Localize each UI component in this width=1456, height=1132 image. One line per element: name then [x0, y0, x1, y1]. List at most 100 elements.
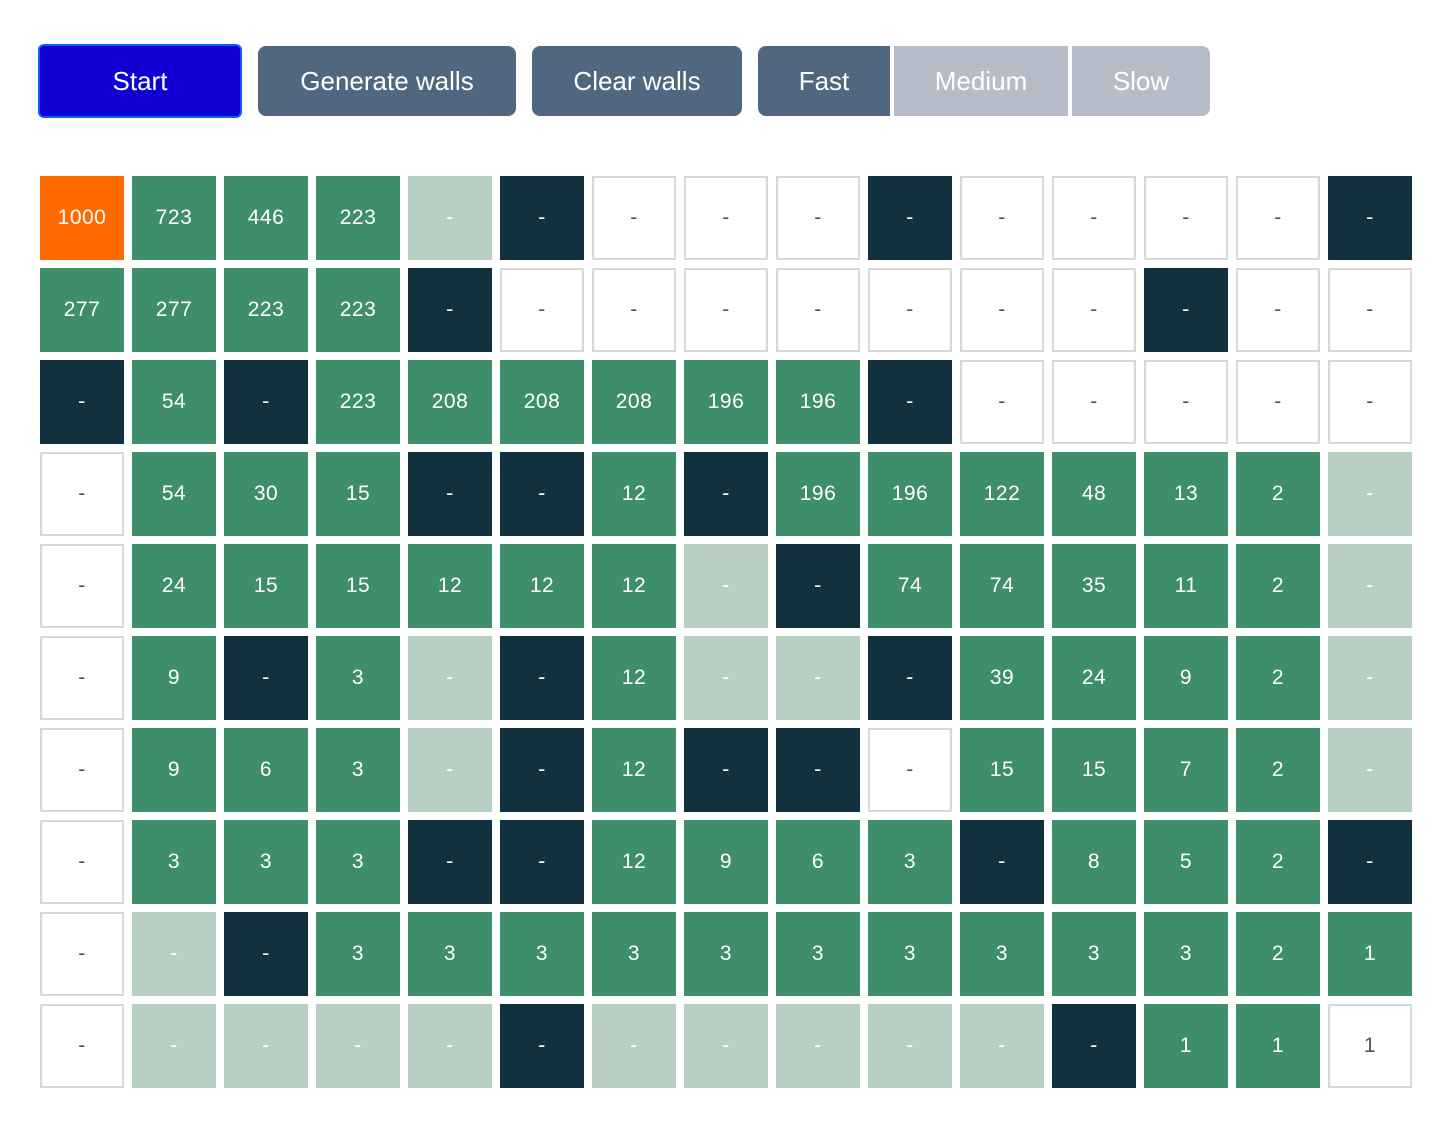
- speed-fast-button[interactable]: Fast: [758, 46, 890, 116]
- grid-cell-path[interactable]: 223: [316, 176, 400, 260]
- grid-cell-wall[interactable]: -: [1328, 176, 1412, 260]
- grid-cell-wall[interactable]: -: [1144, 268, 1228, 352]
- grid-cell-path[interactable]: 12: [592, 544, 676, 628]
- grid-cell-path[interactable]: 3: [316, 636, 400, 720]
- grid-cell-path[interactable]: 9: [684, 820, 768, 904]
- grid-cell-path[interactable]: 3: [408, 912, 492, 996]
- grid-cell-wall[interactable]: -: [224, 360, 308, 444]
- grid-cell-wall[interactable]: -: [500, 636, 584, 720]
- grid-cell-path[interactable]: 15: [224, 544, 308, 628]
- grid-cell-path[interactable]: 1: [1328, 912, 1412, 996]
- grid-cell-visited[interactable]: -: [684, 636, 768, 720]
- grid-cell-empty[interactable]: -: [592, 268, 676, 352]
- grid-cell-path[interactable]: 11: [1144, 544, 1228, 628]
- grid-cell-empty[interactable]: -: [1236, 176, 1320, 260]
- grid-cell-wall[interactable]: -: [960, 820, 1044, 904]
- grid-cell-wall[interactable]: -: [1052, 1004, 1136, 1088]
- grid-cell-path[interactable]: 3: [1144, 912, 1228, 996]
- grid-cell-path[interactable]: 15: [316, 544, 400, 628]
- grid-cell-visited[interactable]: -: [1328, 544, 1412, 628]
- grid-cell-wall[interactable]: -: [776, 544, 860, 628]
- grid-cell-empty[interactable]: -: [40, 452, 124, 536]
- grid-cell-empty[interactable]: -: [1236, 268, 1320, 352]
- grid-cell-path[interactable]: 3: [316, 820, 400, 904]
- grid-cell-path[interactable]: 277: [132, 268, 216, 352]
- grid-cell-visited[interactable]: -: [408, 728, 492, 812]
- grid-cell-empty[interactable]: -: [592, 176, 676, 260]
- grid-cell-wall[interactable]: -: [868, 360, 952, 444]
- grid-cell-path[interactable]: 2: [1236, 820, 1320, 904]
- grid-cell-visited[interactable]: -: [1328, 452, 1412, 536]
- grid-cell-path[interactable]: 2: [1236, 912, 1320, 996]
- grid-cell-wall[interactable]: -: [408, 452, 492, 536]
- grid-cell-path[interactable]: 196: [776, 360, 860, 444]
- start-button[interactable]: Start: [38, 44, 242, 118]
- grid-cell-path[interactable]: 12: [500, 544, 584, 628]
- grid-cell-path[interactable]: 3: [500, 912, 584, 996]
- grid-cell-path[interactable]: 12: [592, 820, 676, 904]
- grid-cell-path[interactable]: 35: [1052, 544, 1136, 628]
- grid-cell-empty[interactable]: -: [40, 544, 124, 628]
- grid-cell-visited[interactable]: -: [1328, 728, 1412, 812]
- grid-cell-path[interactable]: 446: [224, 176, 308, 260]
- grid-cell-wall[interactable]: -: [684, 728, 768, 812]
- grid-cell-path[interactable]: 208: [500, 360, 584, 444]
- grid-cell-path[interactable]: 3: [316, 912, 400, 996]
- grid-cell-empty[interactable]: -: [960, 176, 1044, 260]
- grid-cell-empty[interactable]: -: [1144, 176, 1228, 260]
- grid-cell-path[interactable]: 5: [1144, 820, 1228, 904]
- grid-cell-empty[interactable]: -: [684, 176, 768, 260]
- grid-cell-path[interactable]: 9: [132, 728, 216, 812]
- clear-walls-button[interactable]: Clear walls: [532, 46, 742, 116]
- grid-cell-visited[interactable]: -: [132, 1004, 216, 1088]
- grid-cell-path[interactable]: 3: [316, 728, 400, 812]
- grid-cell-empty[interactable]: -: [1052, 268, 1136, 352]
- grid-cell-path[interactable]: 3: [1052, 912, 1136, 996]
- grid-cell-path[interactable]: 277: [40, 268, 124, 352]
- grid-cell-path[interactable]: 74: [868, 544, 952, 628]
- grid-cell-path[interactable]: 6: [776, 820, 860, 904]
- grid-cell-visited[interactable]: -: [592, 1004, 676, 1088]
- grid-cell-path[interactable]: 3: [684, 912, 768, 996]
- grid-cell-path[interactable]: 196: [776, 452, 860, 536]
- grid-cell-path[interactable]: 48: [1052, 452, 1136, 536]
- grid-cell-empty[interactable]: -: [1236, 360, 1320, 444]
- grid-cell-path[interactable]: 3: [592, 912, 676, 996]
- grid-cell-path[interactable]: 74: [960, 544, 1044, 628]
- grid-cell-visited[interactable]: -: [776, 1004, 860, 1088]
- grid-cell-wall[interactable]: -: [500, 820, 584, 904]
- grid-cell-path[interactable]: 9: [132, 636, 216, 720]
- grid-cell-empty[interactable]: 1: [1328, 1004, 1412, 1088]
- grid-cell-visited[interactable]: -: [684, 544, 768, 628]
- grid-cell-path[interactable]: 15: [316, 452, 400, 536]
- grid-cell-start[interactable]: 1000: [40, 176, 124, 260]
- grid-cell-visited[interactable]: -: [224, 1004, 308, 1088]
- grid-cell-visited[interactable]: -: [132, 912, 216, 996]
- grid-cell-empty[interactable]: -: [1328, 268, 1412, 352]
- grid-cell-empty[interactable]: -: [1052, 360, 1136, 444]
- grid-cell-wall[interactable]: -: [776, 728, 860, 812]
- grid-cell-empty[interactable]: -: [40, 728, 124, 812]
- grid-cell-path[interactable]: 1: [1236, 1004, 1320, 1088]
- grid-cell-visited[interactable]: -: [408, 636, 492, 720]
- generate-walls-button[interactable]: Generate walls: [258, 46, 516, 116]
- grid-cell-path[interactable]: 30: [224, 452, 308, 536]
- grid-cell-path[interactable]: 3: [960, 912, 1044, 996]
- grid-cell-empty[interactable]: -: [500, 268, 584, 352]
- grid-cell-path[interactable]: 8: [1052, 820, 1136, 904]
- grid-cell-path[interactable]: 122: [960, 452, 1044, 536]
- grid-cell-path[interactable]: 12: [408, 544, 492, 628]
- grid-cell-path[interactable]: 2: [1236, 636, 1320, 720]
- grid-cell-empty[interactable]: -: [776, 268, 860, 352]
- grid-cell-path[interactable]: 223: [316, 360, 400, 444]
- grid-cell-empty[interactable]: -: [868, 268, 952, 352]
- grid-cell-path[interactable]: 54: [132, 452, 216, 536]
- grid-cell-path[interactable]: 723: [132, 176, 216, 260]
- grid-cell-empty[interactable]: -: [1052, 176, 1136, 260]
- grid-cell-path[interactable]: 24: [132, 544, 216, 628]
- grid-cell-empty[interactable]: -: [40, 912, 124, 996]
- grid-cell-path[interactable]: 15: [960, 728, 1044, 812]
- grid-cell-empty[interactable]: -: [40, 820, 124, 904]
- grid-cell-visited[interactable]: -: [868, 1004, 952, 1088]
- grid-cell-path[interactable]: 223: [224, 268, 308, 352]
